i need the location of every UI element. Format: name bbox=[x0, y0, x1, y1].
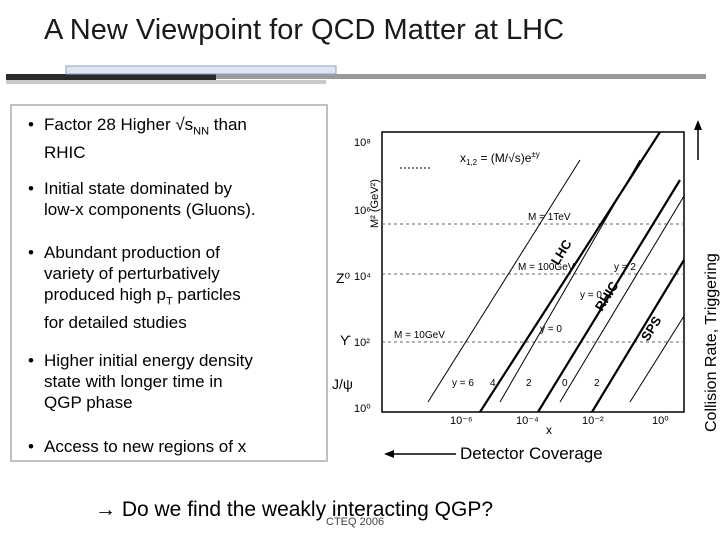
arrow-right-icon: → bbox=[95, 498, 116, 521]
x-tick-label: 10⁻² bbox=[582, 415, 604, 427]
x-tick-label: 10⁰ bbox=[652, 415, 669, 427]
bullet-item: • Factor 28 Higher √sNN than RHIC bbox=[28, 115, 247, 163]
bullet-panel: • Factor 28 Higher √sNN than RHIC • Init… bbox=[10, 104, 328, 462]
svg-text:x1,2 = (M/√s)e±y: x1,2 = (M/√s)e±y bbox=[460, 150, 540, 167]
y-axis-label: M² (GeV²) bbox=[369, 179, 381, 228]
title-underline-decoration bbox=[6, 65, 706, 84]
rapidity-label: 4 bbox=[490, 378, 496, 389]
rapidity-label: 2 bbox=[594, 378, 600, 389]
footer-tag: CTEQ 2006 bbox=[326, 516, 385, 528]
upsilon-label: ϒ bbox=[340, 332, 351, 348]
x-tick-label: 10⁻⁴ bbox=[516, 415, 539, 427]
collision-rate-label: Collision Rate, Triggering bbox=[703, 253, 720, 432]
bullet-item: • Initial state dominated by low-x compo… bbox=[28, 179, 256, 219]
rapidity-label: y = 0 bbox=[540, 324, 562, 335]
rapidity-label: y = 2 bbox=[614, 262, 636, 273]
x-tick-label: 10⁻⁶ bbox=[450, 415, 473, 427]
rapidity-label: y = 6 bbox=[452, 378, 474, 389]
mass-line-label: M = 100GeV bbox=[518, 262, 575, 273]
mass-line-label: M = 10GeV bbox=[394, 330, 445, 341]
vertical-arrow bbox=[694, 120, 702, 160]
y-tick-label: 10⁸ bbox=[354, 137, 371, 149]
y-tick-label: 10⁰ bbox=[354, 403, 371, 415]
slide-title: A New Viewpoint for QCD Matter at LHC bbox=[44, 14, 565, 46]
kinematic-plot: 10⁸ 10⁶ 10⁴ 10² 10⁰ 10⁻⁶ 10⁻⁴ 10⁻² 10⁰ x… bbox=[354, 131, 685, 437]
detector-coverage-label: Detector Coverage bbox=[460, 444, 603, 463]
formula-label: x1,2 = (M/√s)e±y bbox=[400, 150, 540, 169]
footer-question: → Do we find the weakly interacting QGP? bbox=[95, 498, 494, 521]
rapidity-label: 0 bbox=[562, 378, 568, 389]
plot-frame bbox=[381, 131, 685, 413]
rapidity-label: y = 0 bbox=[580, 290, 602, 301]
rapidity-label: 2 bbox=[526, 378, 532, 389]
bullet-item: • Higher initial energy density state wi… bbox=[28, 351, 253, 412]
jpsi-label: J/ψ bbox=[332, 376, 353, 392]
mass-line-label: M = 1TeV bbox=[528, 212, 571, 223]
y-tick-label: 10⁶ bbox=[354, 205, 371, 217]
x-axis-label: x bbox=[546, 423, 552, 437]
y-tick-label: 10⁴ bbox=[354, 271, 371, 283]
horizontal-arrow bbox=[384, 450, 456, 458]
bullet-item: • Abundant production of variety of pert… bbox=[28, 243, 241, 333]
y-tick-label: 10² bbox=[354, 337, 370, 349]
bullet-item: • Access to new regions of x bbox=[28, 437, 247, 456]
z0-label: Z⁰ bbox=[336, 270, 351, 286]
